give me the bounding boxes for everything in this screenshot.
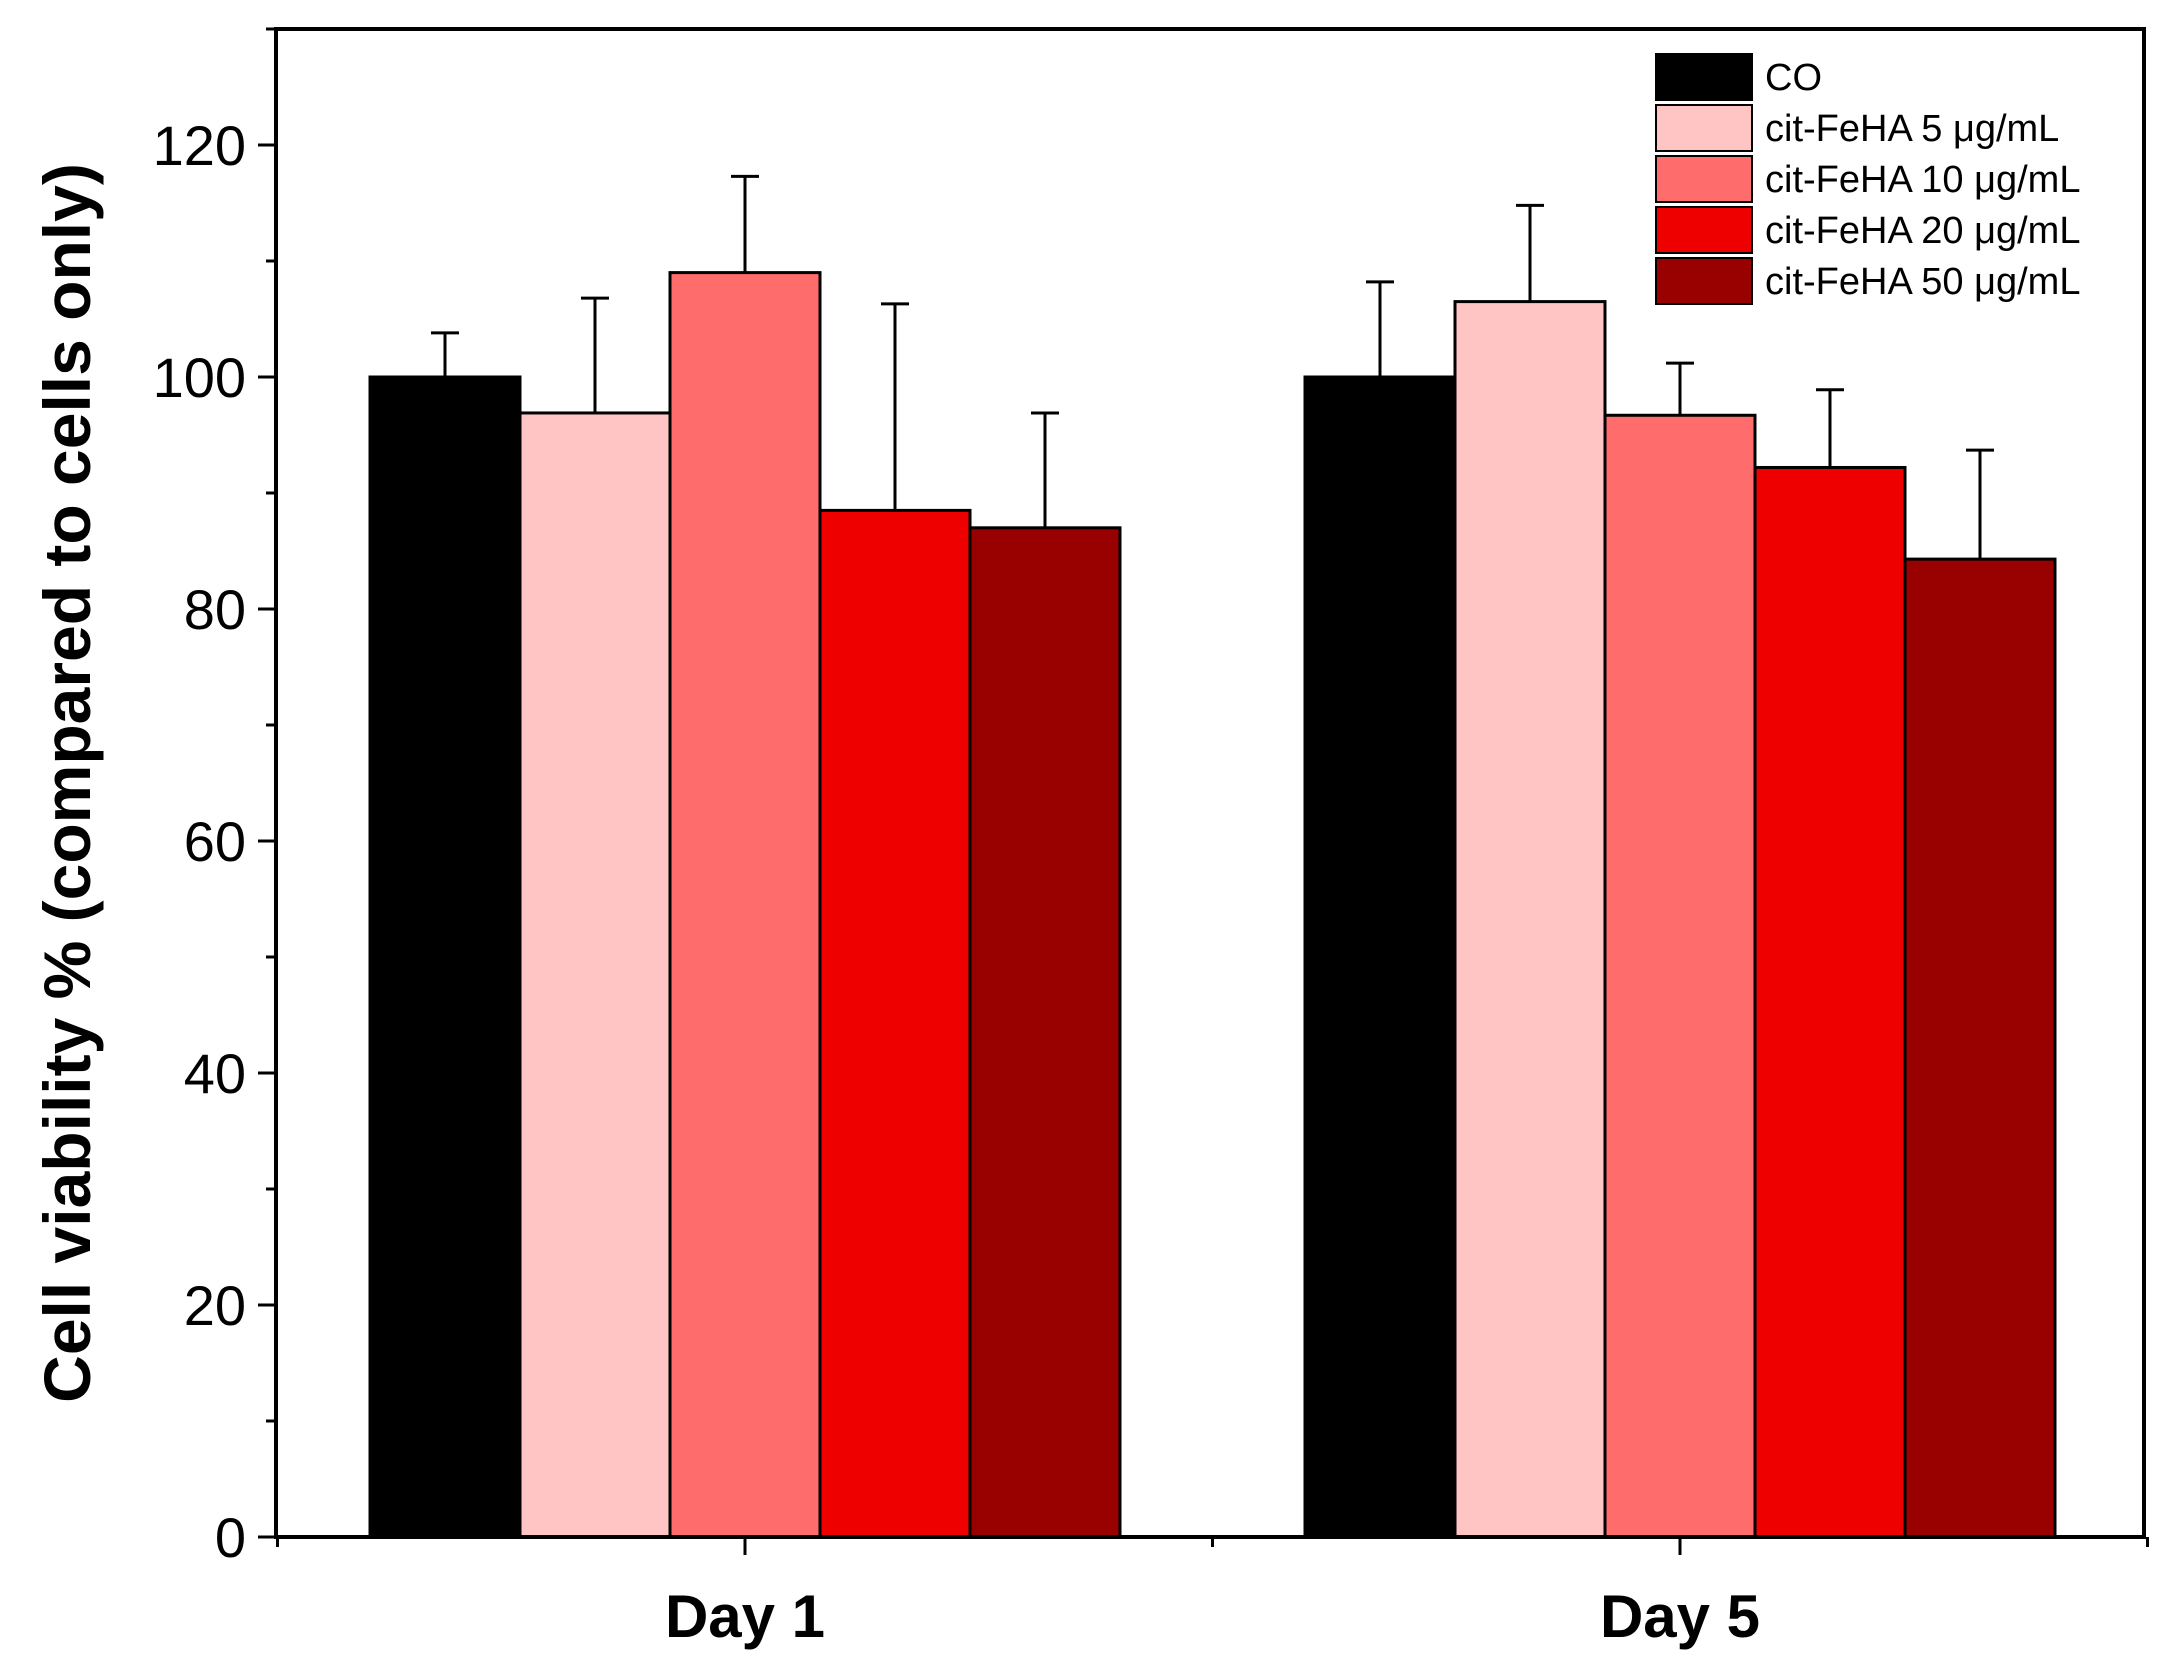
y-tick-label: 40 [184,1042,246,1105]
y-axis: 0 20 40 60 80 100 120 [153,27,276,1569]
legend-label-5: cit-FeHA 50 μg/mL [1765,261,2080,303]
legend-swatch-4 [1655,206,1753,254]
legend-label-1: CO [1765,57,1822,99]
legend: CO cit-FeHA 5 μg/mL cit-FeHA 10 μg/mL cit-F… [1655,53,2080,305]
legend-label-2: cit-FeHA 5 μg/mL [1765,108,2059,150]
bar-day-1-series-1 [368,375,522,1539]
y-tick-label: 0 [215,1506,246,1569]
legend-label-4: cit-FeHA 20 μg/mL [1765,210,2080,252]
y-tick-label: 60 [184,810,246,873]
error-bars-layer [431,174,1994,560]
bar-day-5-series-1 [1303,375,1457,1539]
bar-day-5-series-3 [1603,413,1757,1539]
legend-label-3: cit-FeHA 10 μg/mL [1765,159,2080,201]
x-tick-label: Day 5 [1600,1583,1760,1650]
legend-swatch-5 [1655,257,1753,305]
x-axis: Day 1 Day 5 [276,1537,2149,1650]
y-axis-title: Cell viability % (compared to cells only… [30,163,104,1403]
bar-day-1-series-4 [818,508,972,1539]
bar-day-1-series-3 [668,271,822,1539]
bar-day-1-series-2 [518,411,672,1539]
bar-day-1-series-5 [968,526,1122,1539]
y-tick-label: 120 [153,114,246,177]
bars-layer [368,271,2057,1539]
legend-swatch-2 [1655,104,1753,152]
plot-frame [274,27,2146,1539]
bar-day-5-series-5 [1903,557,2057,1539]
y-tick-label: 80 [184,578,246,641]
bar-day-5-series-4 [1753,465,1907,1539]
legend-swatch-3 [1655,155,1753,203]
y-tick-label: 100 [153,346,246,409]
x-tick-label: Day 1 [665,1583,825,1650]
bar-day-5-series-2 [1453,300,1607,1539]
legend-swatch-1 [1655,53,1753,101]
y-tick-label: 20 [184,1274,246,1337]
